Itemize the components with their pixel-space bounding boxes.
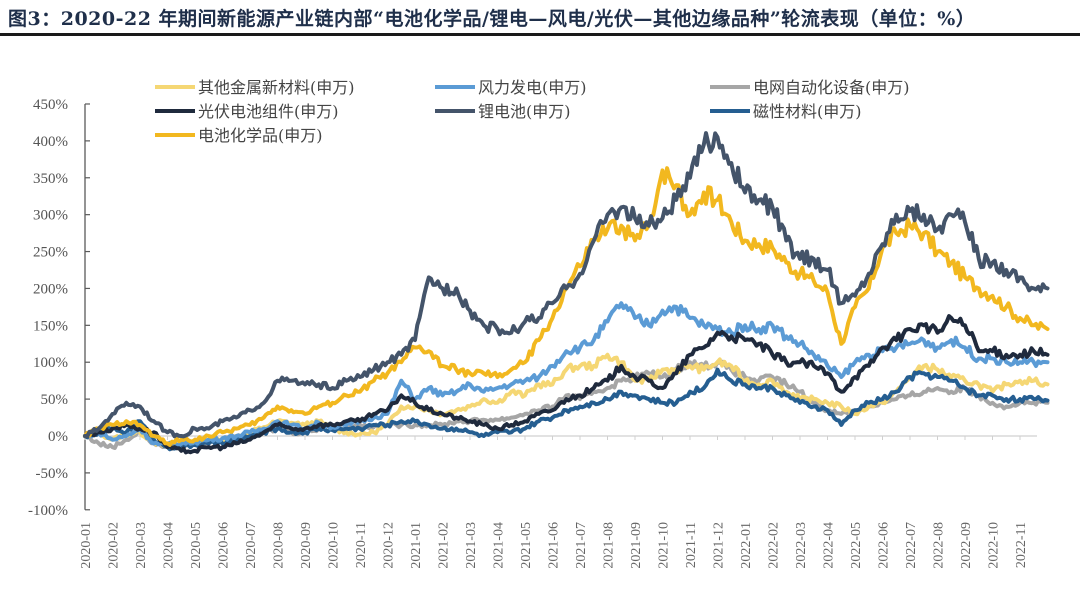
- series-line-1: [83, 301, 1050, 448]
- y-tick-label: 100%: [33, 355, 68, 371]
- x-tick-label: 2021-06: [547, 522, 562, 569]
- series-line-6: [83, 166, 1050, 447]
- x-tick-label: 2021-03: [464, 522, 479, 569]
- legend-item: 磁性材料(申万): [710, 102, 862, 121]
- series-line-3: [83, 314, 1050, 455]
- x-tick-label: 2020-03: [134, 522, 149, 569]
- y-tick-label: 400%: [33, 134, 68, 150]
- y-tick-label: 200%: [33, 281, 68, 297]
- series-group: [83, 131, 1050, 455]
- y-tick-label: 300%: [33, 208, 68, 224]
- legend-label: 电网自动化设备(申万): [753, 78, 910, 97]
- legend-item: 电池化学品(申万): [155, 126, 323, 145]
- legend-label: 光伏电池组件(申万): [198, 102, 339, 121]
- legend: 其他金属新材料(申万) 风力发电(申万) 电网自动化设备(申万) 光伏电池组件(申万)…: [155, 78, 910, 145]
- x-tick-label: 2022-03: [794, 522, 809, 569]
- chart-title: 图3：2020-22 年期间新能源产业链内部“电池化学品/锂电—风电/光伏—其他…: [8, 8, 976, 30]
- x-tick-label: 2020-08: [272, 522, 287, 569]
- x-tick-label: 2021-08: [602, 522, 617, 569]
- legend-label: 风力发电(申万): [478, 78, 587, 97]
- legend-item: 电网自动化设备(申万): [710, 78, 910, 97]
- x-tick-label: 2021-10: [657, 522, 672, 569]
- y-tick-label: 350%: [33, 171, 68, 187]
- x-tick-label: 2021-12: [712, 522, 727, 569]
- x-tick-label: 2020-11: [354, 522, 369, 568]
- y-tick-label: 450%: [33, 97, 68, 113]
- x-tick-label: 2020-07: [244, 522, 259, 569]
- y-tick-label: -100%: [28, 503, 68, 519]
- x-tick-label: 2020-06: [217, 522, 232, 569]
- x-tick-label: 2021-05: [519, 522, 534, 569]
- legend-label: 其他金属新材料(申万): [198, 78, 355, 97]
- x-tick-label: 2020-12: [382, 522, 397, 569]
- y-tick-label: 50%: [41, 392, 69, 408]
- x-tick-label: 2021-02: [437, 522, 452, 569]
- y-tick-label: -50%: [36, 466, 69, 482]
- x-tick-label: 2021-04: [492, 522, 507, 569]
- y-tick-label: 250%: [33, 245, 68, 261]
- x-tick-label: 2021-11: [684, 522, 699, 568]
- x-tick-label: 2022-04: [822, 522, 837, 569]
- series-line-5: [83, 367, 1050, 452]
- x-tick-label: 2021-07: [574, 522, 589, 569]
- legend-item: 风力发电(申万): [435, 78, 587, 97]
- x-tick-label: 2022-01: [739, 522, 754, 569]
- legend-item: 光伏电池组件(申万): [155, 102, 339, 121]
- legend-label: 电池化学品(申万): [198, 126, 323, 145]
- x-tick-label: 2020-05: [189, 522, 204, 569]
- x-tick-label: 2022-02: [767, 522, 782, 569]
- x-tick-label: 2020-09: [299, 522, 314, 569]
- legend-item: 其他金属新材料(申万): [155, 78, 355, 97]
- legend-label: 磁性材料(申万): [753, 102, 862, 121]
- x-tick-label: 2021-01: [409, 522, 424, 569]
- x-tick-label: 2020-01: [79, 522, 94, 569]
- x-tick-label: 2021-09: [629, 522, 644, 569]
- x-tick-label: 2022-07: [904, 522, 919, 569]
- x-tick-label: 2022-06: [877, 522, 892, 569]
- x-tick-label: 2022-08: [932, 522, 947, 569]
- series-line-4: [83, 131, 1050, 439]
- x-tick-label: 2022-10: [987, 522, 1002, 569]
- y-tick-label: 0%: [48, 429, 68, 445]
- x-tick-label: 2020-02: [107, 522, 122, 569]
- title-divider: [0, 33, 1080, 36]
- legend-item: 锂电池(申万): [435, 102, 571, 121]
- x-tick-label: 2022-11: [1014, 522, 1029, 568]
- x-tick-label: 2020-04: [162, 522, 177, 569]
- legend-label: 锂电池(申万): [478, 102, 571, 121]
- y-tick-label: 150%: [33, 318, 68, 334]
- x-tick-label: 2022-05: [849, 522, 864, 569]
- x-tick-label: 2020-10: [327, 522, 342, 569]
- x-tick-label: 2022-09: [959, 522, 974, 569]
- axes: -100% -50% 0% 50% 100% 150% 200% 250% 300% 350% 40…: [28, 97, 1037, 569]
